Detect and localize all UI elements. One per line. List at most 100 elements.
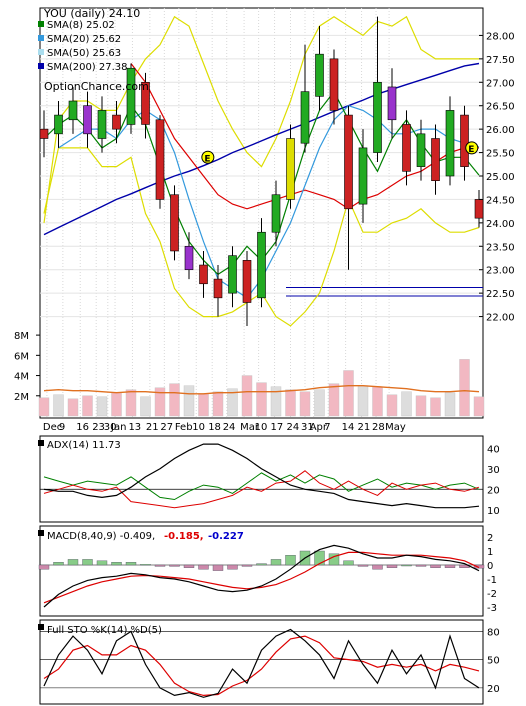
- price-tick-label: 24.50: [486, 195, 515, 206]
- volume-bar: [125, 389, 137, 417]
- volume-bar: [198, 393, 209, 417]
- macd-histogram-bar: [125, 562, 137, 566]
- volume-bar: [444, 392, 456, 417]
- macd-histogram-bar: [140, 564, 151, 566]
- macd-signal-label: -0.185,: [164, 531, 204, 542]
- x-tick-label: 23: [92, 422, 105, 433]
- price-tick-label: 26.00: [486, 125, 515, 136]
- macd-histogram-bar: [38, 564, 50, 570]
- volume-bar: [430, 397, 441, 417]
- earnings-circle: [201, 150, 215, 164]
- candle-body: [97, 110, 107, 139]
- candle-body: [344, 114, 353, 210]
- candlestick: [112, 101, 121, 144]
- candle-body: [474, 199, 484, 219]
- volume-bar: [459, 359, 470, 417]
- candle-body: [126, 67, 136, 125]
- legend-swatch: [38, 21, 44, 27]
- macd-tick-label: 2: [487, 533, 493, 544]
- macd-histogram-bar: [96, 560, 108, 566]
- volume-tick-label: 2M: [14, 392, 29, 403]
- legend-label: SMA(8) 25.02: [47, 20, 115, 31]
- candle-body: [416, 133, 426, 167]
- candlestick: [170, 185, 179, 261]
- volume-bar: [227, 388, 238, 417]
- candlestick: [445, 96, 455, 186]
- candlestick: [271, 180, 281, 247]
- price-tick-label: 27.50: [486, 55, 515, 66]
- macd-hist-label: -0.227: [208, 531, 244, 542]
- candlestick: [300, 44, 310, 153]
- legend-label: SMA(50) 25.63: [47, 48, 121, 59]
- adx-tick-label: 30: [487, 465, 500, 476]
- minus-di-line: [43, 470, 480, 509]
- candle-body: [170, 194, 179, 252]
- price-tick-label: 22.50: [486, 289, 515, 300]
- x-tick-label: 10: [192, 422, 205, 433]
- macd-histogram-bar: [111, 562, 122, 566]
- price-tick-label: 27.00: [486, 78, 515, 89]
- x-tick-label: 21: [146, 422, 159, 433]
- candlestick: [97, 96, 107, 153]
- sto-panel-frame: [39, 619, 484, 705]
- candlestick: [344, 105, 353, 270]
- candlestick: [373, 16, 382, 162]
- candle-body: [300, 91, 310, 144]
- adx-label-swatch: [38, 440, 44, 446]
- earnings-circle: [465, 141, 479, 155]
- volume-average-line: [43, 385, 480, 395]
- macd-histogram-bar: [67, 559, 79, 566]
- macd-histogram-bar: [53, 562, 64, 566]
- volume-bar: [415, 395, 427, 417]
- macd-histogram-bar: [183, 564, 195, 568]
- candlestick: [257, 218, 266, 308]
- adx-panel-frame: [39, 435, 484, 523]
- legend-swatch: [38, 63, 44, 69]
- macd-histogram-bar: [169, 564, 180, 567]
- x-tick-label: 30: [104, 422, 117, 433]
- adx-line: [43, 443, 480, 509]
- x-tick-label: 16: [76, 422, 89, 433]
- legend-label: SMA(200) 27.38: [47, 62, 128, 73]
- sma200-line: [43, 62, 480, 236]
- macd-histogram-bar: [401, 564, 412, 567]
- macd-histogram-bar: [256, 563, 267, 566]
- x-tick-label: 9: [59, 422, 65, 433]
- price-tick-label: 25.50: [486, 149, 515, 160]
- volume-bar: [38, 397, 50, 417]
- macd-histogram-bar: [227, 564, 238, 570]
- macd-histogram-bar: [343, 560, 354, 566]
- x-tick-label: 24: [287, 422, 300, 433]
- x-tick-label: Mar: [240, 422, 260, 433]
- adx-tick-label: 40: [487, 444, 500, 455]
- x-tick-label: Apr: [310, 422, 328, 433]
- price-tick-label: 28.00: [486, 31, 515, 42]
- volume-bar: [154, 387, 166, 417]
- x-tick-label: 17: [271, 422, 284, 433]
- candle-body: [387, 86, 397, 121]
- candle-body: [155, 119, 165, 200]
- macd-histogram-bar: [357, 564, 369, 567]
- price-tick-label: 22.00: [486, 313, 515, 324]
- earnings-marker: E: [465, 141, 479, 155]
- legend-swatch: [38, 49, 44, 55]
- volume-bar: [386, 394, 398, 417]
- volume-bar: [372, 386, 383, 417]
- macd-tick-label: 0: [487, 561, 493, 572]
- candlestick: [286, 124, 295, 209]
- price-tick-label: 26.50: [486, 102, 515, 113]
- candle-body: [271, 194, 281, 233]
- candle-body: [286, 138, 295, 200]
- sma-legend: SMA(8) 25.02 SMA(20) 25.62 SMA(50) 25.63 SM…: [38, 20, 128, 73]
- macd-histogram-bar: [314, 550, 325, 566]
- candlestick: [228, 246, 237, 308]
- candlestick: [315, 26, 324, 111]
- candlestick: [126, 63, 136, 134]
- volume-bar: [270, 386, 282, 417]
- macd-histogram-bar: [430, 564, 441, 568]
- volume-bar: [299, 391, 311, 417]
- candlestick: [141, 72, 150, 139]
- adx-tick-label: 10: [487, 506, 500, 517]
- candlestick: [184, 232, 194, 280]
- earnings-marker: E: [201, 150, 215, 164]
